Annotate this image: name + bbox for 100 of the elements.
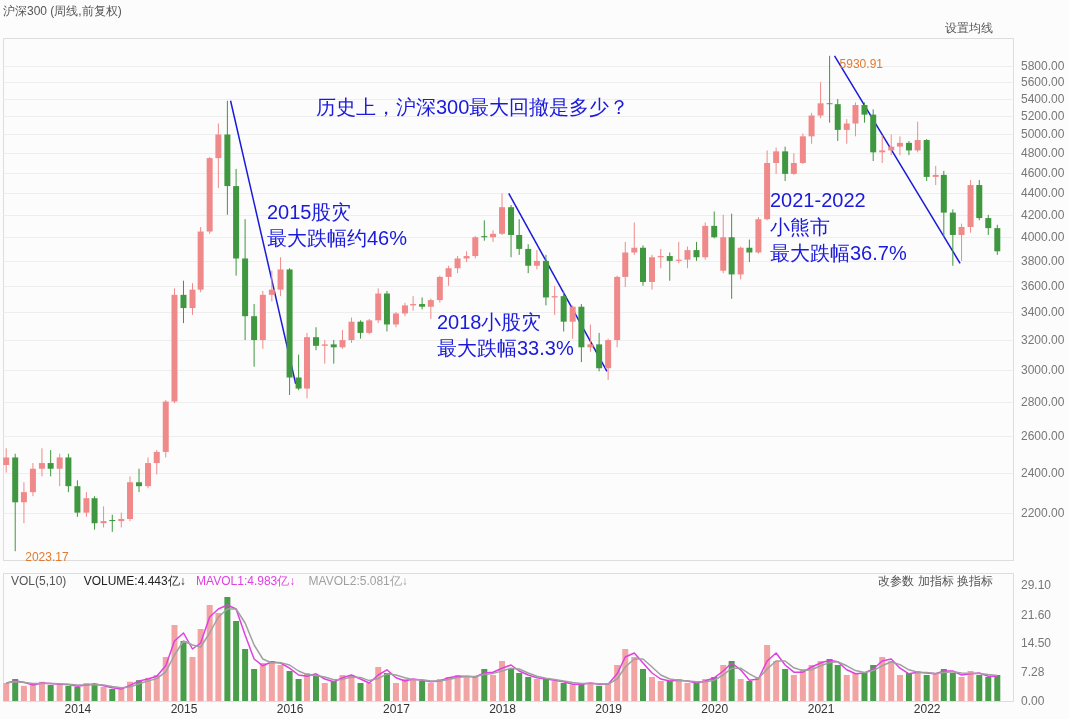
y-tick-label: 14.50 — [1021, 636, 1052, 650]
bar — [551, 681, 558, 701]
bar — [542, 679, 549, 701]
bar — [224, 597, 231, 701]
bar — [215, 613, 222, 701]
bar — [843, 675, 850, 701]
bar — [755, 677, 762, 701]
y-tick-label: 5000.00 — [1021, 127, 1065, 142]
bar — [56, 683, 63, 701]
bar — [569, 685, 576, 701]
bar — [91, 685, 98, 701]
x-tick-label: 2015 — [170, 701, 198, 716]
candlestick — [666, 251, 673, 282]
bar — [268, 661, 275, 701]
candlestick — [47, 449, 54, 477]
candlestick — [3, 447, 10, 474]
bar — [826, 659, 833, 701]
candlestick — [215, 123, 222, 189]
candlestick — [852, 101, 859, 137]
bar — [640, 669, 647, 701]
candlestick — [268, 270, 275, 302]
bar — [321, 683, 328, 701]
annotation: 2015股灾 — [267, 201, 352, 223]
bar — [197, 629, 204, 701]
bar — [242, 649, 249, 701]
text: 5930.91 — [839, 56, 883, 71]
bar — [905, 673, 912, 701]
candlestick — [994, 224, 1001, 256]
bar — [383, 673, 390, 701]
bar — [463, 677, 470, 701]
candlestick — [596, 332, 603, 372]
bar — [29, 684, 36, 701]
bar — [967, 671, 974, 701]
bar — [313, 675, 320, 701]
candlestick — [905, 140, 912, 156]
bar — [605, 683, 612, 701]
bar — [817, 661, 824, 701]
candlestick — [684, 246, 691, 269]
candlestick — [472, 235, 479, 259]
candlestick — [136, 468, 143, 493]
y-tick-label: 3600.00 — [1021, 278, 1065, 293]
bar — [490, 675, 497, 701]
bar — [118, 689, 125, 701]
candlestick — [861, 101, 868, 124]
candlestick — [914, 121, 921, 153]
candlestick — [330, 339, 337, 365]
candlestick — [817, 81, 824, 119]
bar — [737, 679, 744, 701]
bar — [171, 625, 178, 701]
bar — [20, 685, 27, 701]
candlestick — [949, 208, 956, 267]
candlestick — [958, 223, 965, 262]
y-tick-label: 29.10 — [1021, 577, 1052, 592]
candlestick — [348, 317, 355, 344]
bar — [923, 675, 930, 701]
bar — [675, 679, 682, 701]
bar — [499, 661, 506, 701]
bar — [401, 679, 408, 701]
x-tick-label: 2019 — [595, 701, 623, 716]
bar — [436, 679, 443, 701]
candlestick — [56, 453, 63, 487]
y-tick-label: 3400.00 — [1021, 305, 1065, 320]
bar — [958, 677, 965, 701]
candlestick — [20, 481, 27, 524]
candlestick — [711, 211, 718, 239]
bar — [410, 679, 417, 701]
bar — [782, 669, 789, 701]
bar — [622, 649, 629, 701]
candlestick — [251, 303, 258, 368]
text: MAVOL2:5.081亿↓ — [308, 574, 408, 588]
bar — [109, 689, 116, 701]
bar — [808, 665, 815, 701]
bar — [684, 683, 691, 701]
candlestick — [145, 456, 152, 489]
annotation: 最大跌幅33.3% — [437, 337, 574, 359]
candlestick — [932, 165, 939, 186]
bar — [259, 663, 266, 701]
annotation: 2021-2022 — [770, 189, 866, 211]
y-tick-label: 4800.00 — [1021, 146, 1065, 161]
y-tick-label: 2800.00 — [1021, 394, 1065, 409]
candlestick — [180, 280, 187, 324]
candlestick — [109, 514, 116, 533]
bar — [693, 683, 700, 701]
annotation: 改参数 加指标 换指标 — [878, 574, 993, 588]
candlestick — [896, 135, 903, 156]
candlestick — [782, 146, 789, 182]
bar — [525, 677, 532, 701]
bar — [879, 657, 886, 701]
candlestick — [295, 354, 302, 391]
bar — [596, 685, 603, 701]
bar — [764, 645, 771, 701]
y-tick-label: 2200.00 — [1021, 505, 1065, 520]
bar — [286, 671, 293, 701]
chart-title: VOL(5,10) — [11, 574, 67, 588]
bar — [508, 669, 515, 701]
annotation: 最大跌幅约46% — [267, 227, 408, 249]
annotation: 2018小股灾 — [437, 311, 542, 333]
x-tick-label: 2020 — [701, 701, 729, 716]
y-tick-label: 5600.00 — [1021, 75, 1065, 90]
candlestick — [516, 218, 523, 256]
